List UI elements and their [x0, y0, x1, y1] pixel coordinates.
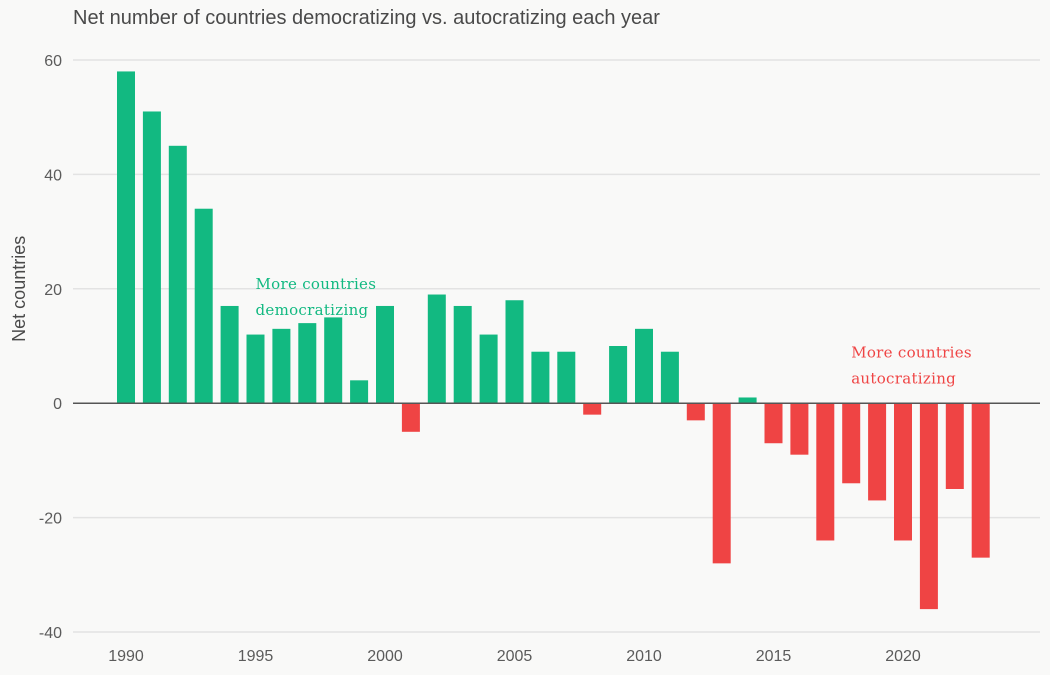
x-tick-label: 2015 [756, 648, 792, 665]
bar-2003 [453, 305, 472, 404]
y-tick-label: 0 [53, 396, 62, 413]
bar-2014 [738, 397, 757, 404]
annotation-autocratizing-line: autocratizing [851, 369, 956, 387]
bar-2005 [505, 300, 524, 404]
x-tick-label: 2000 [367, 648, 403, 665]
chart-title: Net number of countries democratizing vs… [73, 7, 660, 29]
bar-1996 [272, 328, 291, 404]
bar-2000 [376, 305, 394, 404]
bar-2023 [971, 403, 990, 558]
bar-2020 [894, 403, 912, 541]
bar-2017 [816, 403, 835, 541]
bar-1999 [350, 380, 369, 404]
y-tick-label: -40 [39, 625, 62, 642]
bar-2001 [401, 403, 420, 432]
x-tick-label: 1990 [108, 648, 144, 665]
bar-1994 [220, 305, 239, 404]
bar-2018 [842, 403, 861, 484]
bar-2013 [712, 403, 731, 564]
y-tick-label: 60 [44, 53, 62, 70]
bar-2021 [919, 403, 938, 610]
bar-2022 [945, 403, 964, 489]
x-tick-label: 1995 [238, 648, 274, 665]
y-tick-label: -20 [39, 511, 62, 528]
bar-1995 [246, 334, 265, 404]
bar-2009 [609, 346, 628, 404]
y-tick-label: 40 [44, 167, 62, 184]
bar-2008 [583, 403, 602, 415]
annotation-autocratizing-line: More countries [851, 343, 972, 361]
y-tick-label: 20 [44, 282, 62, 299]
bar-2019 [868, 403, 887, 501]
bar-2002 [427, 294, 446, 404]
bar-2016 [790, 403, 809, 455]
annotation-democratizing-line: democratizing [256, 301, 369, 319]
bar-2004 [479, 334, 498, 404]
bar-2010 [635, 328, 653, 404]
bar-2007 [557, 351, 576, 404]
x-tick-label: 2020 [885, 648, 921, 665]
annotation-democratizing-line: More countries [256, 275, 377, 293]
bar-1997 [298, 323, 317, 404]
x-tick-label: 2005 [497, 648, 533, 665]
bar-2012 [686, 403, 705, 421]
bar-1990 [117, 71, 135, 404]
bar-1991 [142, 111, 161, 404]
bar-2015 [764, 403, 783, 444]
bar-1998 [324, 317, 343, 404]
bar-2006 [531, 351, 550, 404]
bar-1992 [168, 145, 187, 404]
bar-2011 [660, 351, 679, 404]
y-axis-title: Net countries [9, 236, 29, 342]
x-tick-label: 2010 [626, 648, 662, 665]
bar-1993 [194, 208, 213, 404]
